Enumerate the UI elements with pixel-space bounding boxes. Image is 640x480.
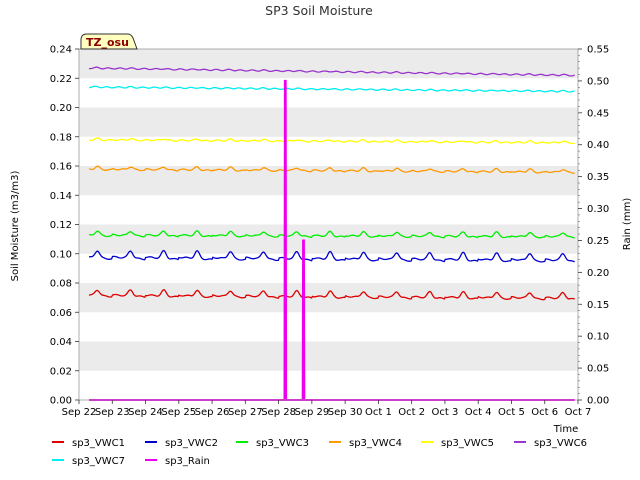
x-tick-label: Oct 1 bbox=[365, 407, 392, 418]
y-tick-label: 0.02 bbox=[50, 366, 72, 377]
y2-tick-label: 0.40 bbox=[587, 140, 609, 151]
y-tick-label: 0.10 bbox=[50, 249, 72, 260]
x-tick-label: Oct 2 bbox=[398, 407, 425, 418]
x-tick-label: Oct 3 bbox=[432, 407, 459, 418]
x-tick-label: Sep 30 bbox=[328, 407, 363, 418]
y2-tick-label: 0.10 bbox=[587, 332, 609, 343]
y-tick-label: 0.22 bbox=[50, 74, 72, 85]
y2-tick-label: 0.45 bbox=[587, 108, 609, 119]
grid-band bbox=[79, 224, 578, 254]
y2-tick-label: 0.00 bbox=[587, 396, 609, 407]
legend-label-sp3-vwc7: sp3_VWC7 bbox=[72, 456, 125, 467]
x-tick-label: Sep 24 bbox=[128, 407, 163, 418]
y-axis-label: Soil Moisture (m3/m3) bbox=[10, 171, 21, 282]
grid-band bbox=[79, 107, 578, 137]
series-sp3-vwc6 bbox=[88, 66, 575, 77]
grid-band bbox=[79, 341, 578, 371]
grid-bands bbox=[79, 49, 578, 371]
y-axis-right: 0.00 0.05 0.10 0.15 0.20 0.25 0.30 0.35 0.40 0.45… bbox=[578, 45, 609, 407]
x-tick-label: Oct 6 bbox=[531, 407, 558, 418]
y-tick-label: 0.16 bbox=[50, 162, 72, 173]
y2-tick-label: 0.05 bbox=[587, 364, 609, 375]
y2-tick-label: 0.35 bbox=[587, 172, 609, 183]
y2-tick-label: 0.30 bbox=[587, 204, 609, 215]
x-tick-label: Oct 7 bbox=[565, 407, 592, 418]
y-tick-label: 0.24 bbox=[50, 45, 72, 56]
series-sp3-vwc4 bbox=[88, 165, 575, 174]
series-sp3-vwc3 bbox=[88, 230, 575, 239]
y2-tick-label: 0.25 bbox=[587, 236, 609, 247]
series-sp3-vwc2 bbox=[88, 249, 575, 263]
legend-label-sp3-vwc5: sp3_VWC5 bbox=[441, 438, 494, 449]
y-tick-label: 0.20 bbox=[50, 103, 72, 114]
y-tick-label: 0.14 bbox=[50, 191, 72, 202]
legend-label-sp3-vwc1: sp3_VWC1 bbox=[72, 438, 125, 449]
x-tick-label: Sep 22 bbox=[62, 407, 97, 418]
y-axis-left: 0.00 0.02 0.04 0.06 0.08 0.10 0.12 0.14 0.16 0.18… bbox=[50, 45, 79, 407]
legend-label-sp3-rain: sp3_Rain bbox=[165, 456, 210, 467]
x-tick-label: Sep 28 bbox=[261, 407, 296, 418]
legend-label-sp3-vwc6: sp3_VWC6 bbox=[534, 438, 587, 449]
station-badge: TZ_osu bbox=[80, 33, 138, 50]
y-tick-label: 0.04 bbox=[50, 337, 72, 348]
series-sp3-vwc7 bbox=[89, 85, 575, 93]
series-sp3-vwc5 bbox=[88, 137, 575, 145]
y-tick-label: 0.06 bbox=[50, 308, 72, 319]
x-tick-label: Sep 23 bbox=[95, 407, 130, 418]
y2-tick-label: 0.50 bbox=[587, 76, 609, 87]
legend: sp3_VWC1 sp3_VWC2 sp3_VWC3 sp3_VWC4 sp3_VWC5… bbox=[52, 438, 587, 467]
x-tick-label: Sep 25 bbox=[161, 407, 196, 418]
y-tick-label: 0.08 bbox=[50, 279, 72, 290]
chart-title: SP3 Soil Moisture bbox=[265, 3, 373, 18]
y2-tick-label: 0.15 bbox=[587, 300, 609, 311]
legend-label-sp3-vwc3: sp3_VWC3 bbox=[256, 438, 309, 449]
x-axis-label: Time bbox=[553, 424, 578, 435]
y-tick-label: 0.12 bbox=[50, 220, 72, 231]
x-tick-label: Sep 29 bbox=[294, 407, 329, 418]
y2-tick-label: 0.20 bbox=[587, 268, 609, 279]
grid-band bbox=[79, 166, 578, 196]
x-tick-label: Sep 26 bbox=[195, 407, 230, 418]
station-badge-label: TZ_osu bbox=[86, 36, 129, 49]
x-tick-label: Oct 5 bbox=[498, 407, 525, 418]
y-tick-label: 0.18 bbox=[50, 132, 72, 143]
legend-label-sp3-vwc2: sp3_VWC2 bbox=[165, 438, 218, 449]
y2-tick-label: 0.55 bbox=[587, 45, 609, 56]
x-tick-label: Sep 27 bbox=[228, 407, 263, 418]
series-sp3-vwc1 bbox=[88, 289, 575, 301]
x-tick-label: Oct 4 bbox=[465, 407, 492, 418]
grid-band bbox=[79, 283, 578, 313]
y2-axis-label: Rain (mm) bbox=[622, 198, 633, 251]
legend-label-sp3-vwc4: sp3_VWC4 bbox=[349, 438, 402, 449]
y-tick-label: 0.00 bbox=[50, 396, 72, 407]
